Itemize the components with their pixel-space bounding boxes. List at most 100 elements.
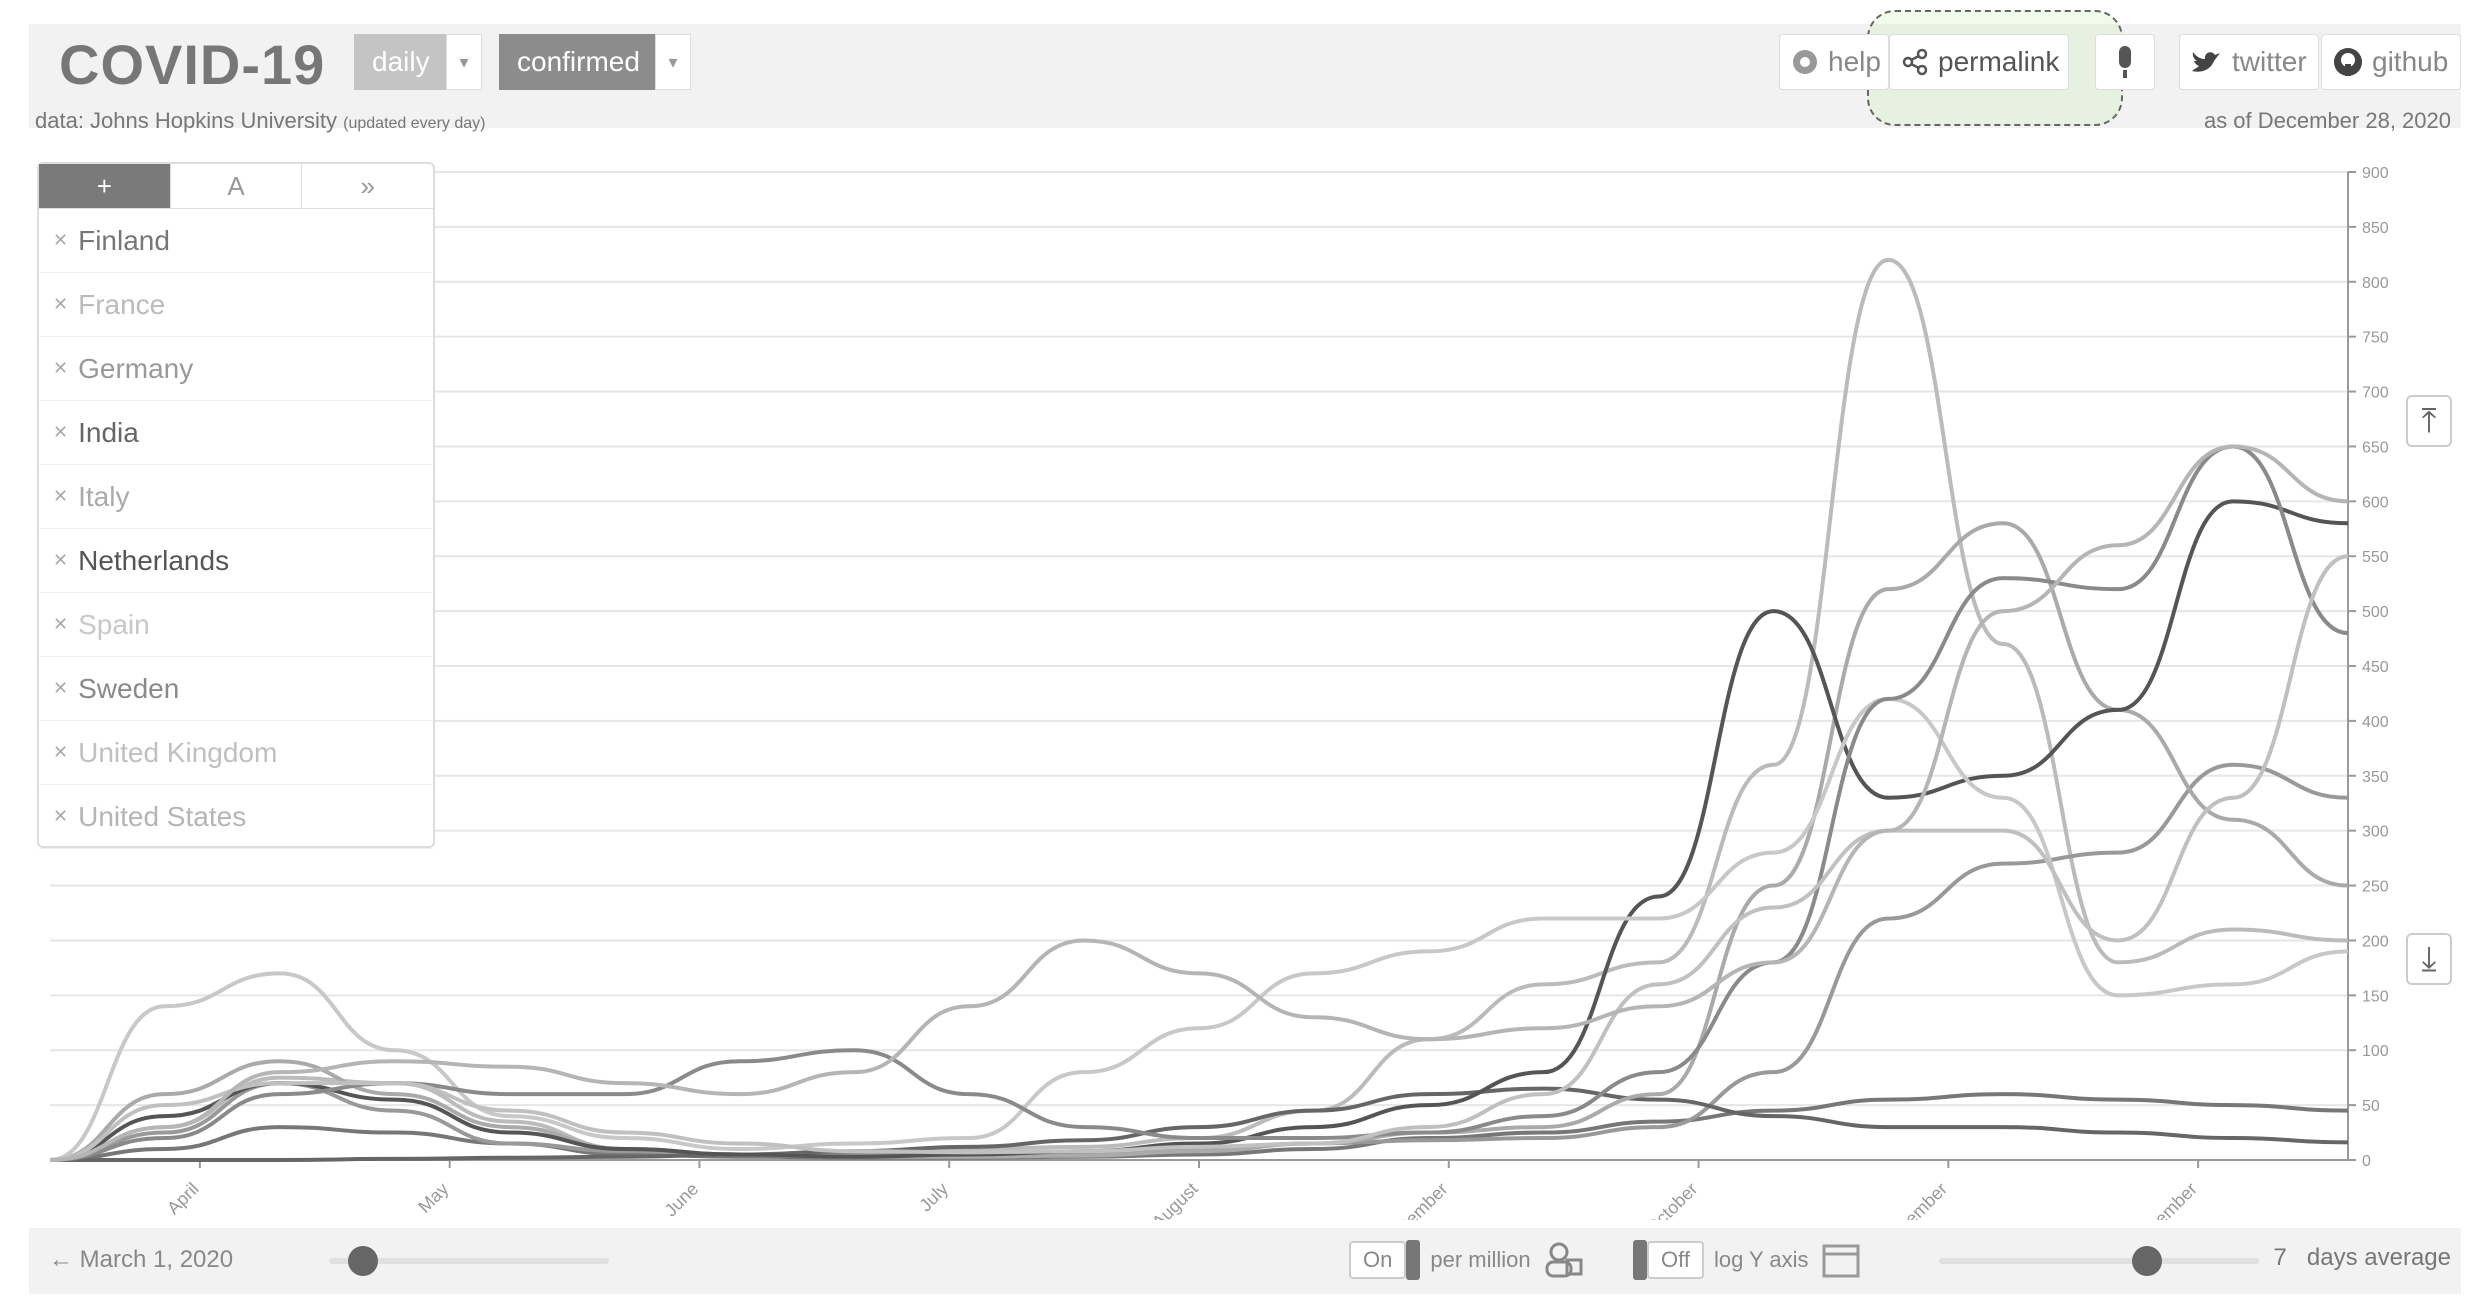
- twitter-icon: [2192, 52, 2220, 72]
- metric-select[interactable]: confirmed ▾: [499, 34, 691, 90]
- y-tick-label: 200: [2362, 933, 2389, 950]
- remove-icon[interactable]: ✕: [53, 230, 69, 250]
- country-item[interactable]: ✕ United Kingdom: [39, 721, 433, 785]
- y-tick-label: 300: [2362, 824, 2389, 841]
- series-line-netherlands[interactable]: [49, 499, 2349, 1162]
- microphone-button[interactable]: [2095, 34, 2155, 90]
- y-axis-down-button[interactable]: ⤓: [2406, 933, 2452, 985]
- remove-icon[interactable]: ✕: [53, 422, 69, 442]
- log-axis-state: Off: [1647, 1241, 1704, 1279]
- tab-alphabetical[interactable]: A: [171, 164, 303, 208]
- date-slider[interactable]: [329, 1258, 609, 1264]
- y-tick-label: 600: [2362, 494, 2389, 511]
- y-tick-label: 800: [2362, 275, 2389, 292]
- country-name: Sweden: [78, 672, 180, 704]
- x-tick-label: July: [915, 1179, 952, 1216]
- country-item[interactable]: ✕ Italy: [39, 465, 433, 529]
- y-tick-label: 550: [2362, 549, 2389, 566]
- country-item[interactable]: ✕ Germany: [39, 337, 433, 401]
- country-name: United Kingdom: [78, 736, 278, 768]
- x-tick-label: October: [1642, 1179, 1701, 1220]
- country-item[interactable]: ✕ Spain: [39, 593, 433, 657]
- remove-icon[interactable]: ✕: [53, 614, 69, 634]
- github-label: github: [2372, 46, 2449, 77]
- country-panel: + A » ✕ Finland ✕ France ✕ Germany ✕ India ✕…: [37, 162, 435, 849]
- country-name: United States: [78, 800, 247, 832]
- arrow-down-icon: ⤓: [2421, 939, 2437, 978]
- y-tick-label: 850: [2362, 220, 2389, 237]
- interval-select[interactable]: daily ▾: [354, 34, 482, 90]
- x-tick-label: December: [2128, 1179, 2201, 1220]
- help-button[interactable]: help: [1779, 34, 1889, 90]
- app-title: COVID-19: [59, 33, 326, 96]
- average-days-value: 7: [2273, 1244, 2287, 1271]
- per-million-label: per million: [1430, 1247, 1531, 1272]
- log-axis-label: log Y axis: [1713, 1247, 1809, 1272]
- remove-icon[interactable]: ✕: [53, 550, 69, 570]
- average-slider[interactable]: [1939, 1258, 2259, 1264]
- twitter-button[interactable]: twitter: [2179, 34, 2319, 90]
- x-tick-label: May: [414, 1179, 452, 1217]
- per-million-state: On: [1349, 1241, 1407, 1279]
- toggle-handle: [1406, 1240, 1421, 1280]
- series-line-spain[interactable]: [49, 696, 2349, 1162]
- tab-add[interactable]: +: [39, 164, 171, 208]
- per-million-toggle[interactable]: On per million: [1349, 1238, 1585, 1282]
- country-item[interactable]: ✕ Sweden: [39, 657, 433, 721]
- x-tick-label: November: [1878, 1179, 1951, 1220]
- github-icon: [2334, 48, 2362, 76]
- country-item[interactable]: ✕ United States: [39, 785, 433, 849]
- help-icon: [1793, 50, 1817, 74]
- toggle-handle: [1633, 1240, 1647, 1280]
- remove-icon[interactable]: ✕: [53, 486, 69, 506]
- y-tick-label: 150: [2362, 988, 2389, 1005]
- line-chart: 0 50 100 150 200 250 300 350 400 450 500 550 600 650 7…: [49, 165, 2389, 1220]
- average-days-label: days average: [2306, 1244, 2451, 1271]
- country-list: ✕ Finland ✕ France ✕ Germany ✕ India ✕ Italy …: [39, 209, 433, 849]
- series-line-finland[interactable]: [49, 1092, 2349, 1162]
- y-tick-label: 750: [2362, 330, 2389, 347]
- tab-more[interactable]: »: [360, 170, 375, 201]
- y-tick-label: 100: [2362, 1043, 2389, 1060]
- population-icon: [1545, 1242, 1583, 1278]
- country-item[interactable]: ✕ India: [39, 401, 433, 465]
- bottom-controls: ← March 1, 2020 On per million Off log Y…: [29, 1228, 2461, 1294]
- remove-icon[interactable]: ✕: [53, 358, 69, 378]
- permalink-button[interactable]: permalink: [1889, 34, 2069, 90]
- calendar-icon: [1822, 1244, 1860, 1278]
- share-icon: [1902, 48, 1928, 76]
- microphone-icon: [2119, 46, 2131, 78]
- y-tick-label: 700: [2362, 385, 2389, 402]
- start-date-label: March 1, 2020: [79, 1246, 234, 1273]
- country-name: India: [78, 416, 139, 448]
- arrow-up-icon: ⤒: [2421, 401, 2437, 440]
- average-days: 7 days average: [2274, 1244, 2451, 1272]
- remove-icon[interactable]: ✕: [53, 678, 69, 698]
- remove-icon[interactable]: ✕: [53, 742, 69, 762]
- country-item[interactable]: ✕ Finland: [39, 209, 433, 273]
- data-source: data: Johns Hopkins University (updated …: [35, 108, 485, 134]
- github-button[interactable]: github: [2321, 34, 2461, 90]
- log-axis-toggle[interactable]: Off log Y axis: [1633, 1238, 1861, 1282]
- country-name: Finland: [78, 224, 170, 256]
- twitter-label: twitter: [2232, 46, 2307, 77]
- series-line-sweden[interactable]: [49, 444, 2349, 1162]
- country-name: Spain: [78, 608, 150, 640]
- y-axis-up-button[interactable]: ⤒: [2406, 395, 2452, 447]
- country-item[interactable]: ✕ France: [39, 273, 433, 337]
- average-slider-thumb[interactable]: [2132, 1246, 2162, 1276]
- y-tick-label: 450: [2362, 659, 2389, 676]
- remove-icon[interactable]: ✕: [53, 806, 69, 826]
- remove-icon[interactable]: ✕: [53, 294, 69, 314]
- series-line-france[interactable]: [49, 257, 2349, 1162]
- country-name: Italy: [78, 480, 130, 512]
- y-tick-label: 650: [2362, 439, 2389, 456]
- country-item[interactable]: ✕ Netherlands: [39, 529, 433, 593]
- series-line-united-states[interactable]: [49, 444, 2349, 1162]
- series-line-india[interactable]: [50, 1086, 2349, 1162]
- series-line-united-kingdom[interactable]: [49, 554, 2349, 1162]
- start-date: ← March 1, 2020: [49, 1246, 234, 1273]
- date-slider-thumb[interactable]: [347, 1246, 378, 1276]
- country-name: Germany: [78, 352, 194, 384]
- top-bar: COVID-19 daily ▾ confirmed ▾ help permal…: [29, 10, 2461, 133]
